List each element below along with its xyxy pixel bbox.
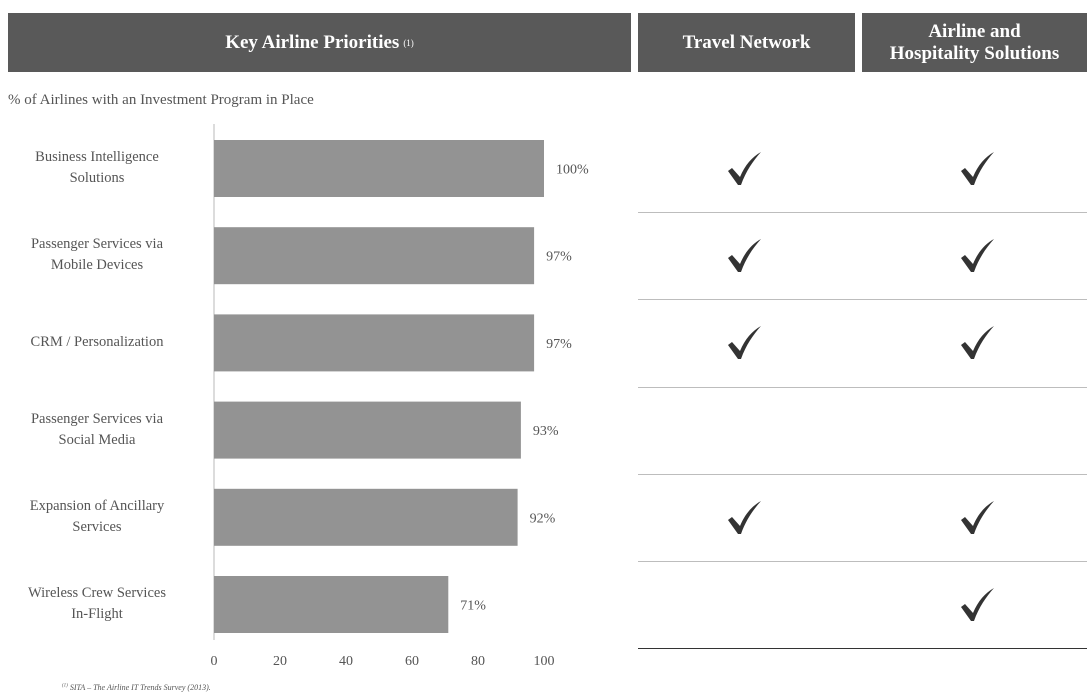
footnote-text: SITA – The Airline IT Trends Survey (201… bbox=[69, 683, 211, 692]
chart-subtitle: % of Airlines with an Investment Program… bbox=[8, 92, 314, 108]
category-label: Wireless Crew Services In-Flight bbox=[8, 575, 186, 633]
category-label-line2: Mobile Devices bbox=[50, 257, 144, 274]
x-tick-label: 60 bbox=[405, 654, 419, 669]
bar bbox=[214, 140, 544, 197]
category-label-line1: Passenger Services via bbox=[30, 236, 164, 253]
check-icon bbox=[958, 324, 996, 362]
category-label: Passenger Services via Social Media bbox=[8, 401, 186, 459]
bar bbox=[214, 488, 518, 546]
bar bbox=[214, 401, 521, 459]
check-icon bbox=[725, 499, 763, 537]
travel-network-title: Travel Network bbox=[682, 31, 811, 53]
bar-value-label: 93% bbox=[533, 424, 559, 439]
category-label-line1: CRM / Personalization bbox=[30, 333, 164, 350]
check-icon bbox=[958, 499, 996, 537]
check-icon bbox=[725, 237, 763, 275]
x-tick-label: 80 bbox=[471, 654, 485, 669]
category-label: Expansion of Ancillary Services bbox=[8, 488, 186, 546]
category-label: Passenger Services via Mobile Devices bbox=[8, 226, 186, 284]
bar bbox=[214, 576, 449, 633]
category-label: CRM / Personalization bbox=[8, 313, 186, 371]
airline-hospitality-title-line1: Airline and bbox=[928, 20, 1021, 42]
row-separator bbox=[638, 648, 1087, 649]
main-header-title: Key Airline Priorities bbox=[225, 31, 400, 53]
category-label-line1: Expansion of Ancillary bbox=[29, 497, 165, 514]
row-separator bbox=[638, 474, 1087, 475]
check-icon bbox=[725, 324, 763, 362]
footnote: (1) SITA – The Airline IT Trends Survey … bbox=[62, 683, 211, 692]
category-label-line2: Social Media bbox=[58, 431, 136, 448]
bar-value-label: 100% bbox=[556, 163, 589, 178]
row-separator bbox=[638, 561, 1087, 562]
check-icon bbox=[958, 237, 996, 275]
x-tick-label: 40 bbox=[339, 654, 353, 669]
travel-network-header: Travel Network bbox=[638, 13, 855, 72]
footnote-marker: (1) bbox=[62, 683, 68, 689]
category-label: Business Intelligence Solutions bbox=[8, 139, 186, 197]
check-icon bbox=[725, 150, 763, 188]
x-tick-label: 100 bbox=[534, 654, 555, 669]
category-label-line2: In-Flight bbox=[71, 606, 123, 622]
check-icon bbox=[958, 586, 996, 624]
category-label-line1: Business Intelligence bbox=[35, 149, 159, 165]
category-label-line1: Wireless Crew Services bbox=[28, 585, 166, 601]
bar-value-label: 97% bbox=[546, 250, 572, 265]
main-header: Key Airline Priorities (1) bbox=[8, 13, 631, 72]
category-label-line2: Services bbox=[72, 518, 122, 535]
bar-value-label: 92% bbox=[530, 511, 556, 526]
category-label-line1: Passenger Services via bbox=[30, 410, 164, 427]
airline-hospitality-title-line2: Hospitality Solutions bbox=[889, 42, 1060, 64]
x-tick-label: 0 bbox=[211, 654, 218, 669]
bar-value-label: 71% bbox=[460, 599, 486, 614]
row-separator bbox=[638, 212, 1087, 213]
bar-value-label: 97% bbox=[546, 337, 572, 352]
airline-hospitality-header: Airline and Hospitality Solutions bbox=[862, 13, 1087, 72]
category-label-line2: Solutions bbox=[69, 170, 125, 186]
x-tick-label: 20 bbox=[273, 654, 287, 669]
bar bbox=[214, 227, 535, 285]
bar bbox=[214, 314, 535, 372]
row-separator bbox=[638, 299, 1087, 300]
check-icon bbox=[958, 150, 996, 188]
main-header-note: (1) bbox=[403, 37, 414, 48]
row-separator bbox=[638, 387, 1087, 388]
